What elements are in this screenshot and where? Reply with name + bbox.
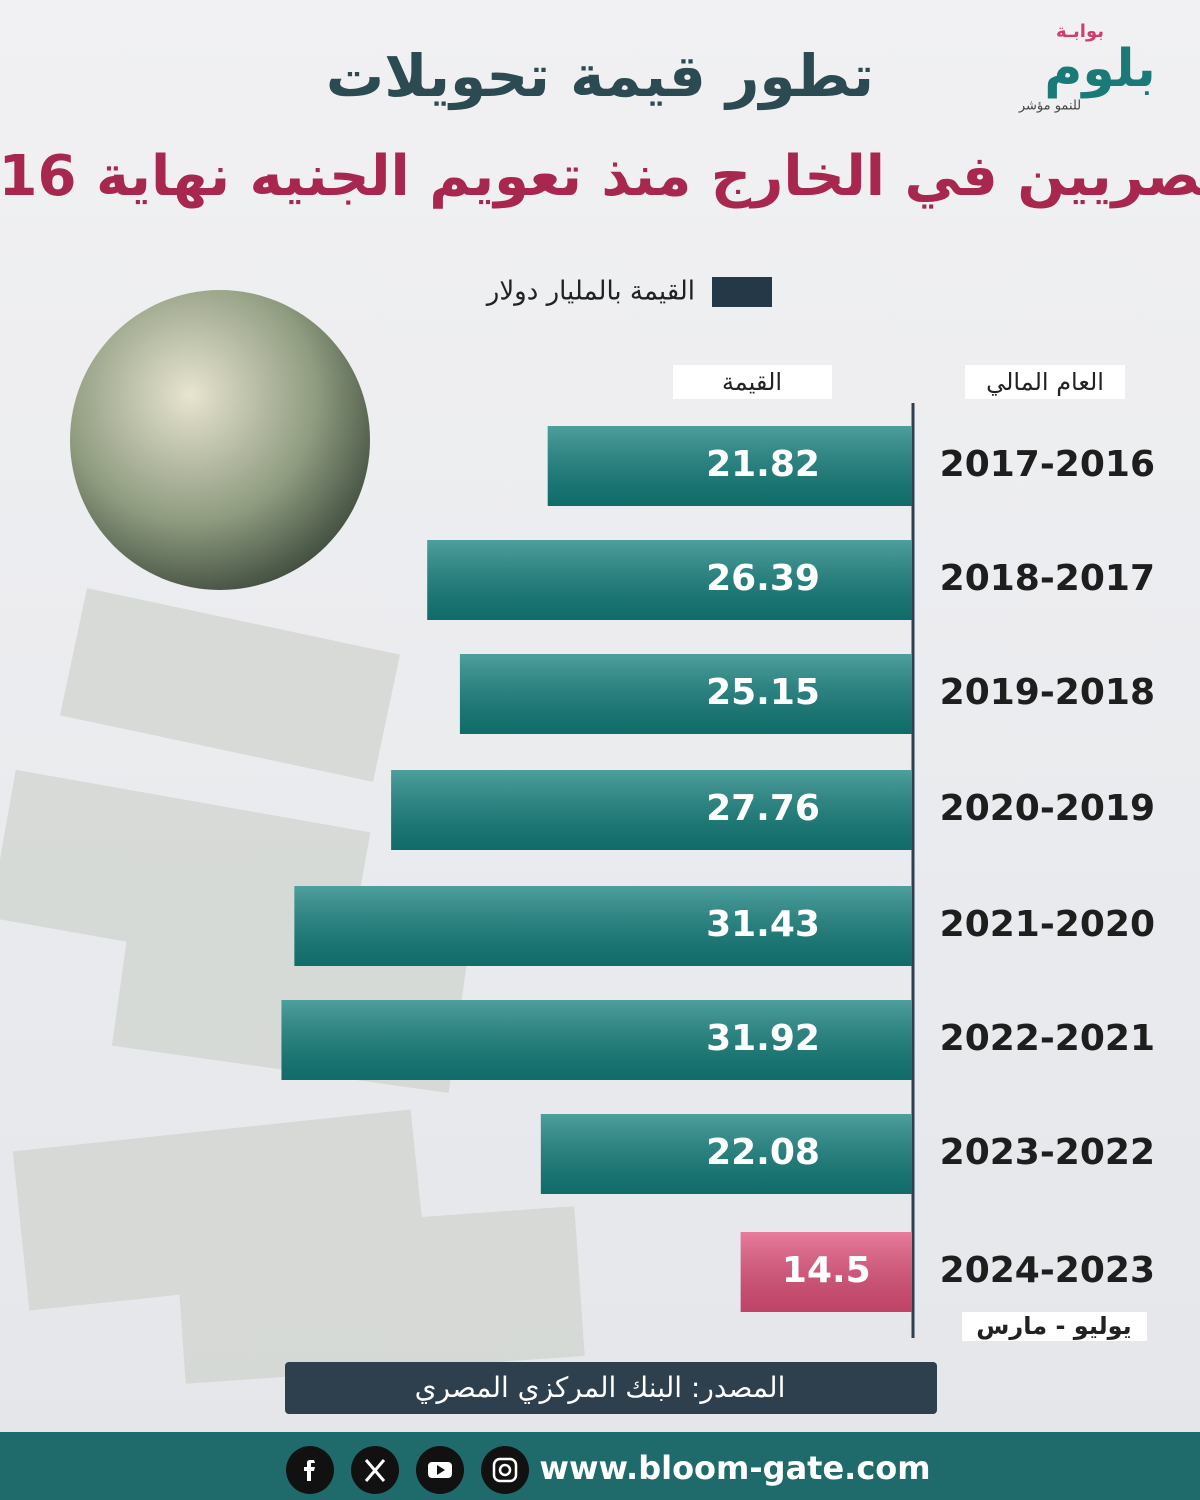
value-label: 14.5 xyxy=(782,1250,871,1291)
bar-shade xyxy=(540,1114,912,1194)
value-header: القيمة xyxy=(722,368,782,396)
website[interactable]: www.bloom-gate.com xyxy=(539,1449,930,1487)
chart-subtitle: المصريين في الخارج منذ تعويم الجنيه نهاي… xyxy=(0,144,1200,209)
footer-bar xyxy=(0,1432,1200,1500)
category-label: 2023-2022 xyxy=(940,1132,1155,1173)
note-box xyxy=(962,1312,1147,1341)
category-label: 2019-2018 xyxy=(940,672,1155,713)
chart-title: تطور قيمة تحويلات xyxy=(326,42,874,111)
globe-decoration xyxy=(70,290,370,590)
value-label: 31.43 xyxy=(706,904,820,945)
money-decoration xyxy=(0,588,585,1384)
instagram-icon[interactable] xyxy=(481,1446,529,1494)
value-label: 26.39 xyxy=(706,558,820,599)
category-label: 2021-2020 xyxy=(940,904,1155,945)
legend-label: القيمة بالمليار دولار xyxy=(485,277,695,307)
logo-name: بلوم xyxy=(1044,39,1155,99)
bar-shade xyxy=(427,540,912,620)
logo-small: بوابـة xyxy=(1056,21,1104,42)
bar-shade xyxy=(740,1232,912,1312)
value-label: 27.76 xyxy=(706,788,820,829)
legend-swatch xyxy=(712,277,772,307)
value-label: 25.15 xyxy=(706,672,820,713)
bar-shade xyxy=(294,886,912,966)
bar-shade xyxy=(547,426,912,506)
social-icons xyxy=(286,1446,529,1494)
header-box xyxy=(965,365,1125,399)
source-box xyxy=(285,1362,937,1414)
bar-shade xyxy=(459,654,912,734)
category-label: 2022-2021 xyxy=(940,1018,1155,1059)
category-label: 2020-2019 xyxy=(940,788,1155,829)
category-label: 2017-2016 xyxy=(940,444,1155,485)
value-label: 21.82 xyxy=(706,444,820,485)
logo-tagline: للنمو مؤشر xyxy=(1018,99,1081,114)
category-header: العام المالي xyxy=(986,368,1104,396)
category-note: يوليو - مارس xyxy=(976,1312,1131,1340)
source: المصدر: البنك المركزي المصري xyxy=(415,1371,786,1404)
category-label: 2024-2023 xyxy=(940,1250,1155,1291)
value-label: 22.08 xyxy=(706,1132,820,1173)
header-box xyxy=(673,365,832,399)
value-label: 31.92 xyxy=(706,1018,820,1059)
bar-shade xyxy=(281,1000,912,1080)
category-label: 2018-2017 xyxy=(940,558,1155,599)
bar-shade xyxy=(391,770,912,850)
